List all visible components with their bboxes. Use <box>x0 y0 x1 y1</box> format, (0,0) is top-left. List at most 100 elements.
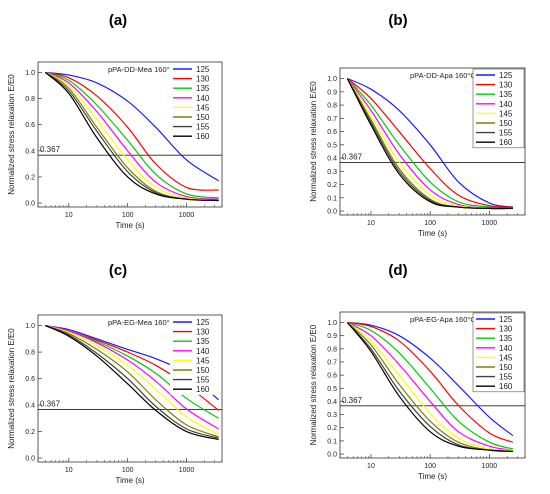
inset-title: pPA-DD-Mea 160°C 2h <box>108 65 185 74</box>
y-tick-label: 0.0 <box>327 209 337 216</box>
legend-entry: 125 <box>499 71 513 80</box>
chart-panel-4: (d) 10 100 1000 0.0 0.1 0.2 0.3 0.4 0.5 0.6 0.7 0.8 0… <box>309 262 526 481</box>
y-axis-label: Normalized stress relaxation E/E0 <box>7 74 16 195</box>
legend-entry: 150 <box>499 363 513 372</box>
y-tick-label: 0.5 <box>327 386 337 393</box>
y-tick-label: 0.0 <box>25 201 35 208</box>
legend-entry: 130 <box>196 75 210 84</box>
legend-entry: 160 <box>499 382 513 391</box>
x-tick-label: 10 <box>65 467 73 474</box>
y-tick-label: 1.0 <box>25 323 35 330</box>
legend-box <box>472 312 525 393</box>
y-tick-label: 0.6 <box>25 376 35 383</box>
legend-entry: 145 <box>499 109 513 118</box>
legend-entry: 125 <box>499 315 513 324</box>
legend-entry: 145 <box>196 103 210 112</box>
x-axis-label: Time (s) <box>115 476 144 485</box>
x-axis-label: Time (s) <box>115 221 144 230</box>
x-tick-label: 100 <box>122 212 134 219</box>
y-tick-label: 0.7 <box>327 116 337 123</box>
series-line-135 <box>347 321 514 450</box>
legend-entry: 135 <box>196 84 210 93</box>
legend-box <box>170 63 221 142</box>
legend-entry: 140 <box>196 347 210 356</box>
reference-label: 0.367 <box>40 399 61 408</box>
x-tick-label: 100 <box>122 467 134 474</box>
legend-entry: 135 <box>499 90 513 99</box>
legend-box <box>170 316 221 395</box>
y-tick-label: 0.4 <box>25 403 35 410</box>
legend-entry: 125 <box>196 65 210 74</box>
inset-title: pPA-DD-Apa 160°C 2h <box>410 71 486 80</box>
series-line-140 <box>45 325 219 430</box>
series-line-145 <box>45 325 219 435</box>
y-tick-label: 0.0 <box>25 456 35 463</box>
x-tick-label: 1000 <box>179 467 195 474</box>
plot-frame <box>37 61 223 208</box>
legend-entry: 125 <box>196 318 210 327</box>
x-tick-label: 100 <box>424 463 436 470</box>
legend-entry: 150 <box>499 119 513 128</box>
y-axis-label: Normalized stress relaxation E/E0 <box>7 328 16 449</box>
legend-entry: 130 <box>499 81 513 90</box>
y-tick-label: 0.0 <box>327 452 337 459</box>
series-group <box>346 321 514 453</box>
legend-entry: 150 <box>196 113 210 122</box>
legend-entry: 155 <box>196 376 210 385</box>
series-line-125 <box>45 71 219 182</box>
legend-entry: 155 <box>196 123 210 132</box>
legend-entry: 155 <box>499 373 513 382</box>
minor-ticks <box>37 205 223 207</box>
y-tick-label: 0.4 <box>25 148 35 155</box>
legend-entry: 135 <box>196 337 210 346</box>
chart-panel-1: (a) 10 100 1000 0.0 0.2 0.4 0.6 0.8 1.0 Time (s) No… <box>7 12 223 230</box>
legend-entry: 140 <box>196 94 210 103</box>
x-axis-label: Time (s) <box>418 229 447 238</box>
y-tick-label: 0.8 <box>25 350 35 357</box>
panel-letter: (a) <box>109 12 127 29</box>
minor-ticks <box>339 213 526 215</box>
y-tick-label: 0.2 <box>327 182 337 189</box>
y-tick-label: 0.6 <box>25 122 35 129</box>
legend-box <box>472 68 525 149</box>
series-line-160 <box>45 325 219 441</box>
series-line-125 <box>347 78 514 208</box>
series-line-130 <box>347 321 514 443</box>
y-tick-label: 0.4 <box>327 156 337 163</box>
x-tick-label: 10 <box>367 220 375 227</box>
series-line-140 <box>347 321 514 451</box>
series-line-130 <box>347 78 513 208</box>
legend-entry: 140 <box>499 100 513 109</box>
y-tick-label: 0.6 <box>327 373 337 380</box>
legend-entry: 150 <box>196 366 210 375</box>
y-tick-label: 1.0 <box>327 76 337 83</box>
y-tick-label: 1.0 <box>327 320 337 327</box>
y-axis-label: Normalized stress relaxation E/E0 <box>309 81 318 202</box>
plot-frame <box>339 67 526 216</box>
x-tick-label: 10 <box>367 463 375 470</box>
minor-ticks <box>339 456 526 458</box>
y-tick-label: 0.2 <box>327 425 337 432</box>
series-line-125 <box>347 321 514 437</box>
minor-ticks <box>37 460 223 462</box>
reference-label: 0.367 <box>342 396 363 405</box>
x-tick-label: 1000 <box>482 220 498 227</box>
series-line-140 <box>45 71 219 200</box>
y-tick-label: 0.5 <box>327 142 337 149</box>
panel-letter: (d) <box>388 262 407 279</box>
series-line-130 <box>45 71 219 191</box>
legend-entry: 145 <box>196 356 210 365</box>
reference-label: 0.367 <box>342 152 363 161</box>
series-group <box>346 78 514 210</box>
y-tick-label: 0.2 <box>25 429 35 436</box>
y-tick-label: 0.2 <box>25 174 35 181</box>
legend-entry: 130 <box>499 325 513 334</box>
legend-entry: 160 <box>196 385 210 394</box>
chart-panel-2: (b) 10 100 1000 0.0 0.1 0.2 0.3 0.4 0.5 0.6 0.7 0.8 0… <box>309 12 526 238</box>
chart-panel-3: (c) 10 100 1000 0.0 0.2 0.4 0.6 0.8 1.0 Time (s) No… <box>7 262 223 485</box>
y-tick-label: 0.1 <box>327 438 337 445</box>
series-line-145 <box>347 322 513 451</box>
